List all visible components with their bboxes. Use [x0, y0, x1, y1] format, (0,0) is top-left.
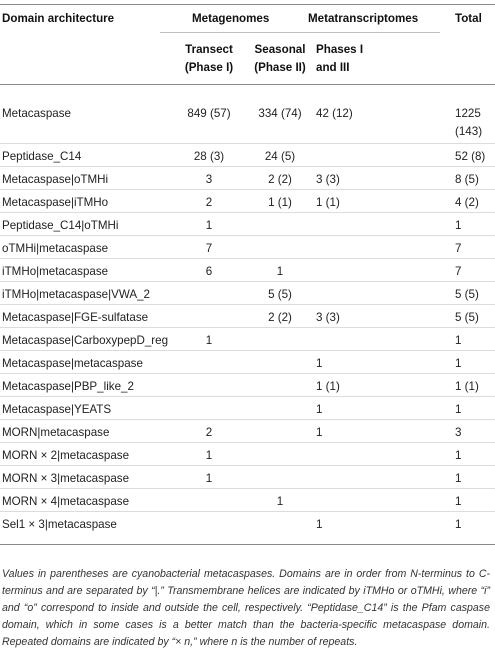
cell-domain: Peptidase_C14 [2, 150, 82, 163]
header-transect-phase: (Phase I) [184, 61, 234, 74]
cell-total: 5 (5) [455, 311, 479, 324]
cell-domain: Metacaspase|YEATS [2, 403, 112, 416]
row-divider [0, 235, 495, 236]
row-divider [0, 350, 495, 351]
cell-total: 1 [455, 219, 462, 232]
cell-domain: iTMHo|metacaspase [2, 265, 109, 278]
row-divider [0, 442, 495, 443]
cell-domain: Metacaspase|metacaspase [2, 357, 143, 370]
cell-total: 1 [455, 357, 462, 370]
cell-total: 1 [455, 518, 462, 531]
header-seasonal: Seasonal [254, 43, 306, 56]
row-divider [0, 281, 495, 282]
cell-domain: Peptidase_C14|oTMHi [2, 219, 119, 232]
cell-total: 3 [455, 426, 462, 439]
table-footnote: Values in parentheses are cyanobacterial… [2, 568, 490, 648]
cell-metatranscriptomes: 1 [316, 518, 323, 531]
cell-metatranscriptomes: 1 [316, 403, 323, 416]
cell-seasonal: 1 [276, 495, 284, 508]
row-divider [0, 327, 495, 328]
cell-metatranscriptomes: 1 [316, 426, 323, 439]
header-seasonal-phase: (Phase II) [254, 61, 306, 74]
cell-seasonal: 2 (2) [268, 173, 292, 186]
cell-total: 52 (8) [455, 150, 486, 163]
row-divider [0, 465, 495, 466]
cell-total: 1 [455, 495, 462, 508]
cell-domain: MORN × 2|metacaspase [2, 449, 130, 462]
cell-domain: Metacaspase|FGE-sulfatase [2, 311, 149, 324]
header-metatranscriptomes: Metatranscriptomes [308, 12, 419, 25]
cell-transect: 2 [205, 196, 213, 209]
header-metagenomes: Metagenomes [192, 12, 270, 25]
cell-transect: 28 (3) [193, 150, 225, 163]
row-divider [0, 143, 495, 144]
header-total: Total [455, 12, 482, 25]
row-divider [0, 166, 495, 167]
cell-metatranscriptomes: 3 (3) [316, 311, 340, 324]
cell-transect: 2 [205, 426, 213, 439]
cell-domain: MORN × 4|metacaspase [2, 495, 130, 508]
cell-seasonal: 24 (5) [264, 150, 296, 163]
cell-domain: Metacaspase|oTMHi [2, 173, 109, 186]
cell-transect: 1 [205, 449, 213, 462]
cell-metatranscriptomes: 3 (3) [316, 173, 340, 186]
cell-seasonal: 2 (2) [268, 311, 292, 324]
cell-seasonal: 1 [276, 265, 284, 278]
cell-domain: oTMHi|metacaspase [2, 242, 109, 255]
cell-total: 5 (5) [455, 288, 479, 301]
cell-total: 4 (2) [455, 196, 479, 209]
row-divider [0, 511, 495, 512]
header-phases-and: and III [316, 61, 350, 74]
row-divider [0, 189, 495, 190]
top-rule [0, 4, 495, 5]
header-domain-architecture: Domain architecture [2, 12, 115, 25]
cell-transect: 1 [205, 334, 213, 347]
cell-domain: Metacaspase|PBP_like_2 [2, 380, 134, 393]
cell-total: 8 (5) [455, 173, 479, 186]
cell-transect: 1 [205, 219, 213, 232]
row-divider [0, 488, 495, 489]
cell-domain: Metacaspase [2, 107, 71, 120]
cell-domain: Metacaspase|iTMHo [2, 196, 109, 209]
cell-domain: MORN × 3|metacaspase [2, 472, 130, 485]
cell-seasonal: 5 (5) [268, 288, 292, 301]
cell-seasonal: 1 (1) [268, 196, 292, 209]
bottom-rule [0, 544, 495, 545]
cell-metatranscriptomes: 1 (1) [316, 380, 340, 393]
header-bottom-rule [0, 84, 495, 85]
cell-seasonal: 334 (74) [258, 107, 302, 120]
cell-transect: 3 [205, 173, 213, 186]
cell-metatranscriptomes: 42 (12) [316, 107, 353, 120]
row-divider [0, 212, 495, 213]
cell-total: 1 (1) [455, 380, 479, 393]
cell-transect: 1 [205, 472, 213, 485]
cell-domain: iTMHo|metacaspase|VWA_2 [2, 288, 150, 301]
cell-total: 1225 [455, 107, 481, 120]
cell-transect: 849 (57) [187, 107, 231, 120]
cell-metatranscriptomes: 1 [316, 357, 323, 370]
header-transect: Transect [185, 43, 233, 56]
cell-domain: Sel1 × 3|metacaspase [2, 518, 117, 531]
cell-total: 1 [455, 403, 462, 416]
row-divider [0, 373, 495, 374]
cell-domain: Metacaspase|CarboxypepD_reg [2, 334, 169, 347]
row-divider [0, 304, 495, 305]
header-group-underline [160, 32, 440, 33]
cell-transect: 7 [205, 242, 213, 255]
cell-total: 1 [455, 449, 462, 462]
row-divider [0, 419, 495, 420]
cell-total-cyanobacterial: (143) [455, 125, 483, 138]
cell-total: 1 [455, 334, 462, 347]
cell-domain: MORN|metacaspase [2, 426, 110, 439]
cell-metatranscriptomes: 1 (1) [316, 196, 340, 209]
header-phases: Phases I [316, 43, 364, 56]
cell-total: 7 [455, 265, 462, 278]
cell-transect: 6 [205, 265, 213, 278]
cell-total: 1 [455, 472, 462, 485]
cell-total: 7 [455, 242, 462, 255]
row-divider [0, 258, 495, 259]
row-divider [0, 396, 495, 397]
